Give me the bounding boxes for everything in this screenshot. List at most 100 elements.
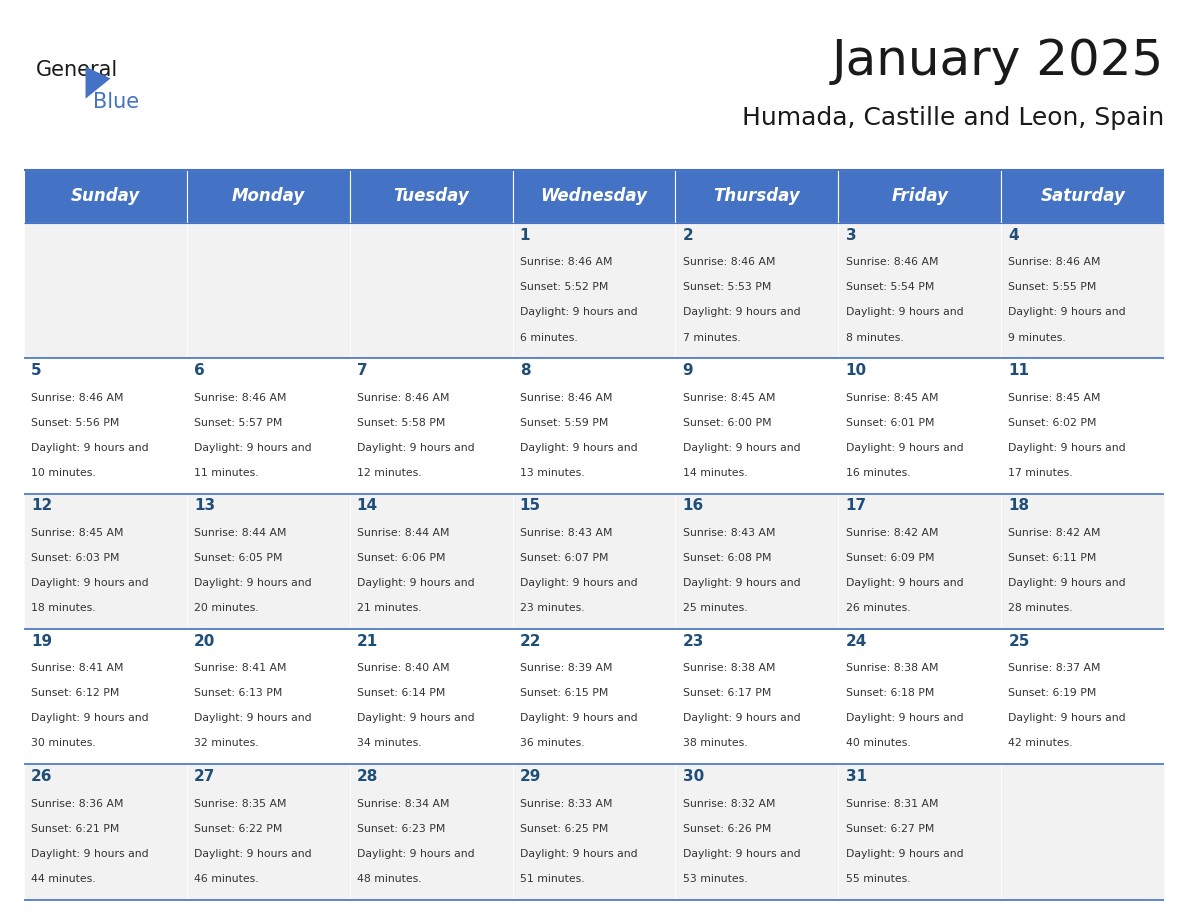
Bar: [1001, 223, 1164, 358]
Text: Sunrise: 8:46 AM: Sunrise: 8:46 AM: [519, 393, 612, 403]
Bar: [187, 170, 349, 223]
Text: Daylight: 9 hours and: Daylight: 9 hours and: [31, 442, 148, 453]
Text: Daylight: 9 hours and: Daylight: 9 hours and: [846, 442, 963, 453]
Bar: [187, 358, 349, 494]
Text: Sunrise: 8:34 AM: Sunrise: 8:34 AM: [356, 799, 449, 809]
Text: 9 minutes.: 9 minutes.: [1009, 332, 1066, 342]
Bar: [24, 765, 187, 900]
Text: 20: 20: [194, 633, 215, 649]
Text: Daylight: 9 hours and: Daylight: 9 hours and: [846, 308, 963, 318]
Bar: [187, 765, 349, 900]
Text: 46 minutes.: 46 minutes.: [194, 874, 259, 884]
Text: Daylight: 9 hours and: Daylight: 9 hours and: [519, 308, 637, 318]
Text: 18 minutes.: 18 minutes.: [31, 603, 95, 613]
Text: Sunday: Sunday: [70, 187, 140, 206]
Bar: [1001, 765, 1164, 900]
Text: 25 minutes.: 25 minutes.: [683, 603, 747, 613]
Text: 32 minutes.: 32 minutes.: [194, 738, 259, 748]
Text: Daylight: 9 hours and: Daylight: 9 hours and: [683, 849, 801, 858]
Bar: [839, 358, 1001, 494]
Bar: [676, 358, 839, 494]
Text: 21: 21: [356, 633, 378, 649]
Text: Sunrise: 8:38 AM: Sunrise: 8:38 AM: [846, 664, 939, 674]
Text: 22: 22: [519, 633, 542, 649]
Text: 53 minutes.: 53 minutes.: [683, 874, 747, 884]
Text: 11: 11: [1009, 363, 1030, 378]
Text: Sunrise: 8:45 AM: Sunrise: 8:45 AM: [1009, 393, 1101, 403]
Text: Sunset: 6:01 PM: Sunset: 6:01 PM: [846, 418, 934, 428]
Text: Sunset: 5:52 PM: Sunset: 5:52 PM: [519, 283, 608, 293]
Text: 13: 13: [194, 498, 215, 513]
Text: January 2025: January 2025: [832, 37, 1164, 84]
Text: Sunset: 6:02 PM: Sunset: 6:02 PM: [1009, 418, 1097, 428]
Bar: [512, 494, 676, 629]
Text: Sunrise: 8:38 AM: Sunrise: 8:38 AM: [683, 664, 775, 674]
Text: Sunrise: 8:36 AM: Sunrise: 8:36 AM: [31, 799, 124, 809]
Text: Sunset: 6:05 PM: Sunset: 6:05 PM: [194, 553, 283, 563]
Text: Daylight: 9 hours and: Daylight: 9 hours and: [356, 442, 474, 453]
Text: Sunrise: 8:42 AM: Sunrise: 8:42 AM: [846, 528, 939, 538]
Bar: [24, 170, 187, 223]
Text: Sunset: 6:08 PM: Sunset: 6:08 PM: [683, 553, 771, 563]
Text: Daylight: 9 hours and: Daylight: 9 hours and: [31, 849, 148, 858]
Text: Daylight: 9 hours and: Daylight: 9 hours and: [683, 713, 801, 723]
Text: Sunrise: 8:45 AM: Sunrise: 8:45 AM: [31, 528, 124, 538]
Bar: [676, 223, 839, 358]
Text: 21 minutes.: 21 minutes.: [356, 603, 422, 613]
Text: Sunset: 6:12 PM: Sunset: 6:12 PM: [31, 688, 119, 699]
Text: Daylight: 9 hours and: Daylight: 9 hours and: [31, 578, 148, 588]
Text: Sunset: 6:27 PM: Sunset: 6:27 PM: [846, 823, 934, 834]
Text: Sunrise: 8:43 AM: Sunrise: 8:43 AM: [519, 528, 612, 538]
Text: Daylight: 9 hours and: Daylight: 9 hours and: [846, 578, 963, 588]
Text: Sunrise: 8:44 AM: Sunrise: 8:44 AM: [194, 528, 286, 538]
Text: Sunset: 5:59 PM: Sunset: 5:59 PM: [519, 418, 608, 428]
Bar: [676, 494, 839, 629]
Bar: [512, 629, 676, 765]
Text: 20 minutes.: 20 minutes.: [194, 603, 259, 613]
Text: 7: 7: [356, 363, 367, 378]
Text: 6 minutes.: 6 minutes.: [519, 332, 577, 342]
Bar: [512, 223, 676, 358]
Text: Tuesday: Tuesday: [393, 187, 469, 206]
Text: Daylight: 9 hours and: Daylight: 9 hours and: [194, 713, 311, 723]
Bar: [349, 170, 512, 223]
Text: Sunset: 6:03 PM: Sunset: 6:03 PM: [31, 553, 119, 563]
Text: Daylight: 9 hours and: Daylight: 9 hours and: [683, 308, 801, 318]
Text: 26: 26: [31, 769, 52, 784]
Text: 28 minutes.: 28 minutes.: [1009, 603, 1073, 613]
Text: Sunrise: 8:37 AM: Sunrise: 8:37 AM: [1009, 664, 1101, 674]
Text: Daylight: 9 hours and: Daylight: 9 hours and: [846, 713, 963, 723]
Text: 27: 27: [194, 769, 215, 784]
Text: Sunrise: 8:39 AM: Sunrise: 8:39 AM: [519, 664, 612, 674]
Text: Daylight: 9 hours and: Daylight: 9 hours and: [194, 849, 311, 858]
Text: 23 minutes.: 23 minutes.: [519, 603, 584, 613]
Text: Sunrise: 8:46 AM: Sunrise: 8:46 AM: [1009, 257, 1101, 267]
Text: Daylight: 9 hours and: Daylight: 9 hours and: [356, 713, 474, 723]
Text: Sunset: 6:23 PM: Sunset: 6:23 PM: [356, 823, 446, 834]
Text: Sunset: 6:06 PM: Sunset: 6:06 PM: [356, 553, 446, 563]
Text: 3: 3: [846, 228, 857, 242]
Bar: [349, 223, 512, 358]
Bar: [187, 629, 349, 765]
Text: Daylight: 9 hours and: Daylight: 9 hours and: [519, 713, 637, 723]
Text: Sunset: 6:21 PM: Sunset: 6:21 PM: [31, 823, 119, 834]
Text: 15: 15: [519, 498, 541, 513]
Text: Wednesday: Wednesday: [541, 187, 647, 206]
Text: Daylight: 9 hours and: Daylight: 9 hours and: [519, 578, 637, 588]
Text: 17: 17: [846, 498, 866, 513]
Text: Sunset: 6:19 PM: Sunset: 6:19 PM: [1009, 688, 1097, 699]
Text: 14 minutes.: 14 minutes.: [683, 468, 747, 478]
Text: Sunset: 5:54 PM: Sunset: 5:54 PM: [846, 283, 934, 293]
Bar: [1001, 358, 1164, 494]
Text: Daylight: 9 hours and: Daylight: 9 hours and: [1009, 308, 1126, 318]
Text: Sunset: 6:18 PM: Sunset: 6:18 PM: [846, 688, 934, 699]
Text: Sunset: 6:14 PM: Sunset: 6:14 PM: [356, 688, 446, 699]
Bar: [349, 494, 512, 629]
Bar: [187, 223, 349, 358]
Text: Sunset: 6:09 PM: Sunset: 6:09 PM: [846, 553, 934, 563]
Bar: [349, 358, 512, 494]
Text: Daylight: 9 hours and: Daylight: 9 hours and: [519, 442, 637, 453]
Text: Sunrise: 8:40 AM: Sunrise: 8:40 AM: [356, 664, 449, 674]
Text: 24: 24: [846, 633, 867, 649]
Text: Daylight: 9 hours and: Daylight: 9 hours and: [519, 849, 637, 858]
